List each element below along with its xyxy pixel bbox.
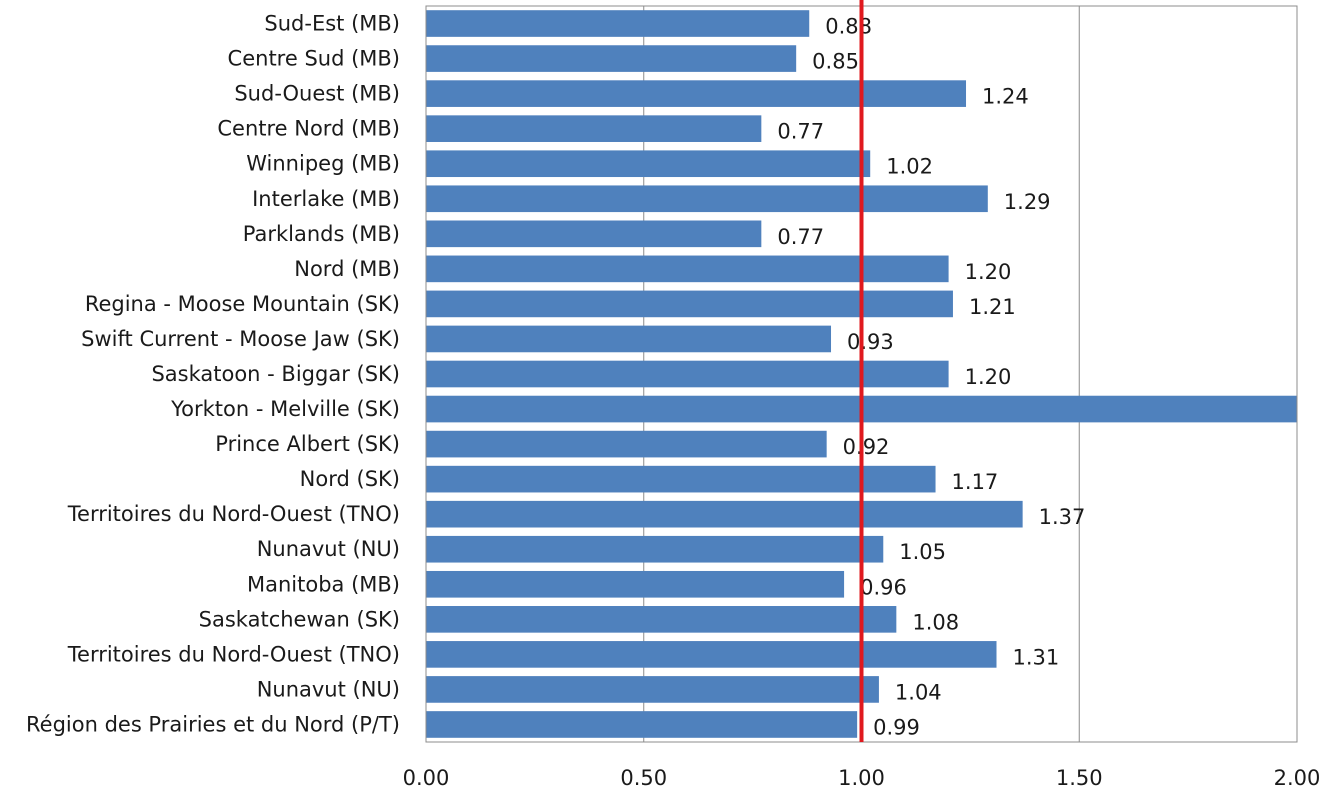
bar-16 [426, 570, 845, 598]
category-label-2: Sud-Ouest (MB) [234, 82, 400, 106]
category-label-11: Yorkton - Melville (SK) [170, 397, 400, 421]
x-tick-label-4: 2.00 [1274, 766, 1321, 790]
x-tick-label-3: 1.50 [1056, 766, 1103, 790]
x-tick-label-1: 0.50 [620, 766, 667, 790]
bar-2 [426, 80, 967, 107]
category-label-15: Nunavut (NU) [257, 537, 400, 561]
value-label-8: 1.21 [969, 295, 1016, 319]
category-label-13: Nord (SK) [300, 467, 400, 491]
value-label-20: 0.99 [873, 715, 920, 739]
bar-9 [426, 325, 832, 353]
value-label-12: 0.92 [843, 435, 890, 459]
category-label-8: Regina - Moose Mountain (SK) [85, 292, 400, 316]
value-label-0: 0.88 [825, 15, 872, 39]
category-label-20: Région des Prairies et du Nord (P/T) [26, 712, 400, 736]
bar-3 [426, 115, 762, 142]
category-label-12: Prince Albert (SK) [215, 432, 400, 456]
bar-13 [426, 465, 936, 493]
category-label-10: Saskatoon - Biggar (SK) [151, 362, 400, 386]
x-tick-label-2: 1.00 [838, 766, 885, 790]
x-tick-label-0: 0.00 [403, 766, 450, 790]
bar-7 [426, 255, 949, 283]
value-label-16: 0.96 [860, 575, 907, 599]
category-label-9: Swift Current - Moose Jaw (SK) [81, 327, 400, 351]
value-label-4: 1.02 [886, 155, 933, 179]
value-label-9: 0.93 [847, 330, 894, 354]
bar-17 [426, 606, 897, 633]
bar-6 [426, 220, 762, 248]
bar-5 [426, 185, 988, 213]
category-label-18: Territoires du Nord-Ouest (TNO) [67, 642, 400, 666]
bar-20 [426, 711, 858, 738]
category-label-0: Sud-Est (MB) [264, 12, 400, 36]
bar-15 [426, 535, 884, 563]
category-label-16: Manitoba (MB) [247, 572, 400, 596]
bar-8 [426, 290, 953, 318]
category-label-14: Territoires du Nord-Ouest (TNO) [67, 502, 400, 526]
value-label-5: 1.29 [1004, 190, 1051, 214]
bar-0 [426, 10, 810, 37]
category-label-1: Centre Sud (MB) [228, 47, 400, 71]
value-label-10: 1.20 [965, 365, 1012, 389]
bar-19 [426, 676, 879, 703]
bar-12 [426, 430, 827, 458]
category-label-3: Centre Nord (MB) [217, 117, 400, 141]
value-label-3: 0.77 [777, 120, 824, 144]
category-label-19: Nunavut (NU) [257, 677, 400, 701]
value-label-18: 1.31 [1013, 645, 1060, 669]
value-label-19: 1.04 [895, 680, 942, 704]
category-label-5: Interlake (MB) [252, 187, 400, 211]
value-label-7: 1.20 [965, 260, 1012, 284]
value-label-13: 1.17 [952, 470, 999, 494]
category-label-7: Nord (MB) [294, 257, 400, 281]
bar-10 [426, 360, 949, 388]
value-label-17: 1.08 [912, 610, 959, 634]
value-label-2: 1.24 [982, 85, 1029, 109]
bar-18 [426, 641, 997, 668]
category-label-4: Winnipeg (MB) [246, 152, 400, 176]
value-label-1: 0.85 [812, 50, 859, 74]
category-label-17: Saskatchewan (SK) [199, 607, 400, 631]
value-label-14: 1.37 [1039, 505, 1086, 529]
category-label-6: Parklands (MB) [243, 222, 400, 246]
value-label-15: 1.05 [899, 540, 946, 564]
bar-4 [426, 150, 871, 178]
bar-1 [426, 45, 797, 72]
value-label-6: 0.77 [777, 225, 824, 249]
bar-14 [426, 500, 1023, 528]
